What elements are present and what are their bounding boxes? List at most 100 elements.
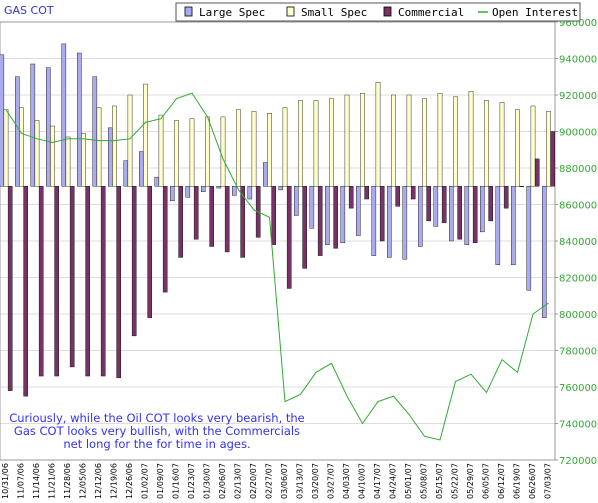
x-tick-label: 10/31/06 [1,463,10,499]
x-tick-label: 02/13/07 [234,463,243,499]
large-spec-bar [387,186,392,258]
large-spec-bar [200,186,206,192]
small-spec-bar [344,94,350,187]
commercial-bar [550,131,555,187]
large-spec-bar [511,186,516,265]
right-tick-label: 960000 [559,18,597,29]
large-spec-bar [325,186,330,245]
right-tick-label: 800000 [559,310,597,321]
commercial-bar [209,186,215,247]
legend-commercial-swatch [383,6,392,17]
small-spec-bar [499,102,505,187]
x-tick-label: 03/13/07 [296,463,305,499]
commercial-bar [457,186,463,240]
large-spec-bar [340,186,346,244]
small-spec-bar [96,107,102,187]
large-spec-bar [14,76,20,187]
small-spec-bar [127,94,133,187]
x-tick-label: 01/16/07 [172,463,181,499]
legend-small-spec-label: Small Spec [301,6,367,19]
right-tick-label: 780000 [559,347,597,358]
open-interest-line-group [5,92,549,441]
commercial-bar [271,186,277,245]
small-spec-bar [437,92,443,187]
annotation-line-2: Gas COT looks very bullish, with the Com… [14,424,300,438]
large-spec-bar [371,186,377,256]
large-spec-bar [278,186,284,191]
large-spec-bar [216,186,222,189]
commercial-bar [7,186,13,391]
small-spec-bar [468,91,474,187]
commercial-bar [534,158,540,187]
large-spec-bar [294,186,299,216]
x-tick-label: 01/02/07 [141,463,150,499]
large-spec-bar [495,186,501,265]
x-axis-labels: 10/31/06 11/07/06 11/14/06 11/21/06 11/28/06… [1,463,553,499]
large-spec-bar [309,186,315,229]
right-tick-label: 900000 [559,128,597,139]
commercial-bar [379,186,385,242]
x-tick-label: 11/14/06 [32,463,41,499]
small-spec-bar [530,105,536,187]
legend: Large Spec Small Spec Commercial Open In… [175,2,581,22]
x-tick-label: 12/12/06 [94,463,103,499]
small-spec-bar [158,114,164,187]
commercial-bar [519,186,524,187]
small-spec-bar [205,116,210,187]
large-spec-bar [123,160,129,187]
small-spec-bar [220,116,226,187]
x-tick-label: 03/27/07 [327,463,336,499]
large-spec-bar [449,186,454,242]
large-spec-bar [107,127,113,187]
right-tick-label: 920000 [559,91,597,102]
commercial-bar [178,186,184,258]
commercial-bar [131,186,137,337]
large-spec-bar [247,186,253,200]
x-tick-label: 03/20/07 [311,463,320,499]
x-tick-label: 06/19/07 [513,463,522,499]
bar-series [0,43,555,397]
commercial-bar [240,186,246,258]
commercial-bar [333,186,339,249]
large-spec-bar [263,162,268,187]
small-spec-bar [236,109,241,187]
x-tick-label: 11/07/06 [17,463,26,499]
large-spec-bar [231,186,237,196]
small-spec-bar [298,100,303,187]
right-tick-label: 940000 [559,55,597,66]
small-spec-bar [453,96,458,187]
commercial-bar [193,186,199,240]
small-spec-bar [329,98,334,187]
small-spec-bar [391,94,396,187]
x-tick-label: 11/28/06 [63,463,72,499]
small-spec-bar [422,98,427,187]
x-tick-label: 07/03/07 [544,463,553,499]
large-spec-bar [61,43,67,187]
small-spec-bar [19,107,24,187]
small-spec-bar [143,83,148,187]
right-tick-label: 720000 [559,456,597,467]
large-spec-bar [526,186,532,291]
large-spec-bar [185,186,191,198]
right-tick-label: 740000 [559,420,597,431]
x-tick-label: 01/23/07 [187,463,196,499]
x-tick-label: 06/05/07 [482,463,491,499]
small-spec-bar [484,100,489,187]
small-spec-bar [375,82,381,187]
x-tick-label: 05/22/07 [451,463,460,499]
legend-box [175,2,581,22]
commercial-bar [224,186,230,253]
commercial-bar [23,186,29,397]
large-spec-bar [0,54,5,187]
annotation-line-3: net long for the for time in ages. [63,437,250,451]
x-tick-label: 03/06/07 [280,463,289,499]
commercial-bar [395,186,401,207]
large-spec-bar [138,151,144,187]
commercial-bar [286,186,292,289]
commercial-bar [38,186,44,377]
commercial-bar [162,186,168,293]
small-spec-bar [546,111,551,187]
right-axis-ticks: 960000 940000 920000 900000 880000 860000 8400… [555,18,597,467]
commercial-bar [317,186,323,256]
